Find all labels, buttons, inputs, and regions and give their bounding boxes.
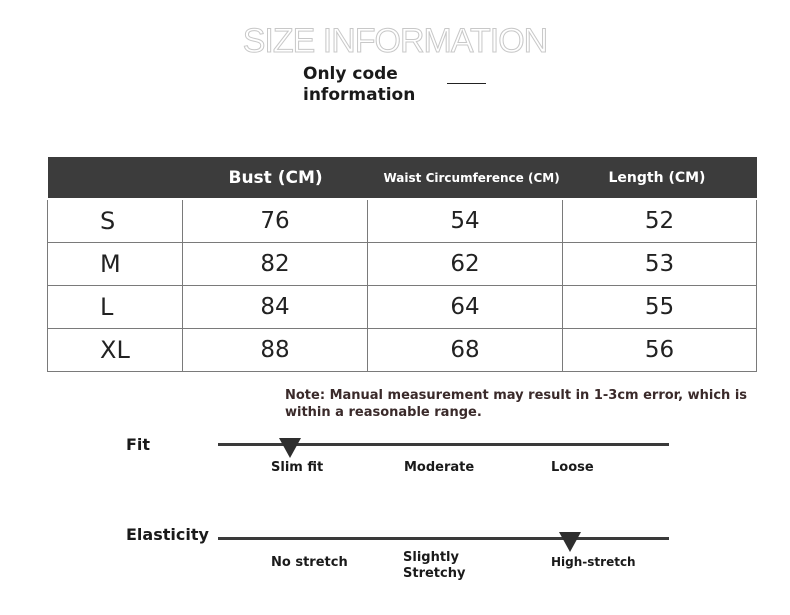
fit-label: Fit bbox=[126, 435, 151, 454]
bust-cell: 82 bbox=[182, 242, 368, 286]
table-row: M 82 62 53 bbox=[47, 242, 757, 286]
fit-option-slim: Slim fit bbox=[271, 460, 324, 475]
waist-cell: 64 bbox=[367, 285, 563, 329]
waist-cell: 62 bbox=[367, 242, 563, 286]
waist-cell: 68 bbox=[367, 328, 563, 372]
subtitle-underline bbox=[447, 83, 486, 84]
size-cell: M bbox=[47, 242, 183, 286]
elasticity-scale-line bbox=[218, 537, 669, 540]
length-cell: 53 bbox=[562, 242, 757, 286]
elasticity-label: Elasticity bbox=[126, 525, 209, 544]
fit-scale-line bbox=[218, 443, 669, 446]
page-title: SIZE INFORMATION bbox=[242, 22, 548, 61]
table-row: S 76 54 52 bbox=[47, 198, 757, 243]
column-header-waist: Waist Circumference (CM) bbox=[367, 157, 563, 200]
fit-option-moderate: Moderate bbox=[404, 460, 475, 475]
column-header-length: Length (CM) bbox=[562, 157, 757, 200]
bust-cell: 84 bbox=[182, 285, 368, 329]
size-cell: XL bbox=[47, 328, 183, 372]
column-header-size bbox=[47, 157, 183, 200]
fit-marker-icon bbox=[279, 438, 301, 458]
fit-option-loose: Loose bbox=[551, 460, 594, 475]
length-cell: 56 bbox=[562, 328, 757, 372]
size-cell: S bbox=[47, 198, 183, 243]
size-table: Bust (CM) Waist Circumference (CM) Lengt… bbox=[47, 157, 757, 372]
measurement-note: Note: Manual measurement may result in 1… bbox=[285, 388, 748, 420]
length-cell: 52 bbox=[562, 198, 757, 243]
elasticity-option-high: High-stretch bbox=[551, 555, 636, 569]
elasticity-option-none: No stretch bbox=[271, 555, 348, 570]
elasticity-marker-icon bbox=[559, 532, 581, 552]
length-cell: 55 bbox=[562, 285, 757, 329]
size-cell: L bbox=[47, 285, 183, 329]
bust-cell: 76 bbox=[182, 198, 368, 243]
table-row: XL 88 68 56 bbox=[47, 328, 757, 372]
elasticity-option-slight: Slightly Stretchy bbox=[403, 550, 466, 581]
subtitle: Only code information bbox=[303, 64, 416, 105]
bust-cell: 88 bbox=[182, 328, 368, 372]
waist-cell: 54 bbox=[367, 198, 563, 243]
column-header-bust: Bust (CM) bbox=[182, 157, 368, 200]
table-row: L 84 64 55 bbox=[47, 285, 757, 329]
table-header-row: Bust (CM) Waist Circumference (CM) Lengt… bbox=[47, 157, 757, 200]
